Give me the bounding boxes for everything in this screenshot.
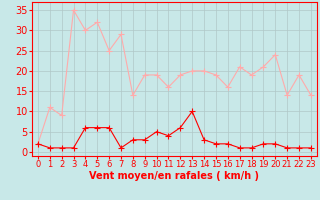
X-axis label: Vent moyen/en rafales ( km/h ): Vent moyen/en rafales ( km/h ) bbox=[89, 171, 260, 181]
